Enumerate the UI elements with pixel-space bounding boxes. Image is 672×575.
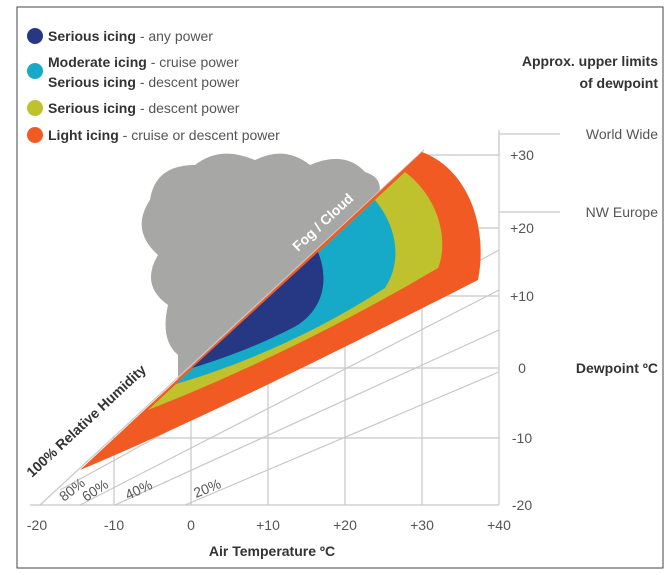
x-tick: +10 [256, 517, 280, 533]
y-tick: +20 [510, 220, 534, 236]
text: - descent power [140, 100, 240, 116]
limit-label: NW Europe [586, 204, 659, 220]
x-tick: +30 [410, 517, 434, 533]
y-tick: +10 [510, 288, 534, 304]
text: - descent power [140, 74, 240, 90]
legend-item: Light icing - cruise or descent power [48, 127, 280, 143]
legend-item: Serious icing - any power [48, 28, 213, 44]
text: Light icing [48, 127, 119, 143]
y-title: Dewpoint ºC [576, 360, 658, 376]
legend-item: Serious icing - descent power [48, 100, 240, 116]
diagram: Serious icing - any power Moderate icing… [0, 0, 672, 575]
legend-dot [27, 28, 43, 44]
limit-label: World Wide [586, 126, 658, 142]
right-title: of dewpoint [579, 75, 658, 91]
y-tick: -20 [512, 497, 532, 513]
legend-dot [27, 100, 43, 116]
text: - cruise power [151, 54, 239, 70]
legend-dot [27, 63, 43, 79]
y-tick: 0 [518, 360, 526, 376]
legend-dot [27, 127, 43, 143]
text: Serious icing [48, 100, 136, 116]
text: Serious icing [48, 28, 136, 44]
x-tick: 0 [187, 517, 195, 533]
x-title: Air Temperature ºC [209, 543, 335, 559]
y-tick: -10 [512, 430, 532, 446]
x-tick: +40 [487, 517, 511, 533]
text: - any power [140, 28, 213, 44]
x-tick: -20 [27, 517, 47, 533]
text: - cruise or descent power [123, 127, 281, 143]
legend-item: Serious icing - descent power [48, 74, 240, 90]
legend-item: Moderate icing - cruise power [48, 54, 239, 70]
right-title: Approx. upper limits [522, 53, 658, 69]
x-tick: +20 [333, 517, 357, 533]
x-tick: -10 [104, 517, 124, 533]
text: Serious icing [48, 74, 136, 90]
text: Moderate icing [48, 54, 147, 70]
y-tick: +30 [510, 147, 534, 163]
